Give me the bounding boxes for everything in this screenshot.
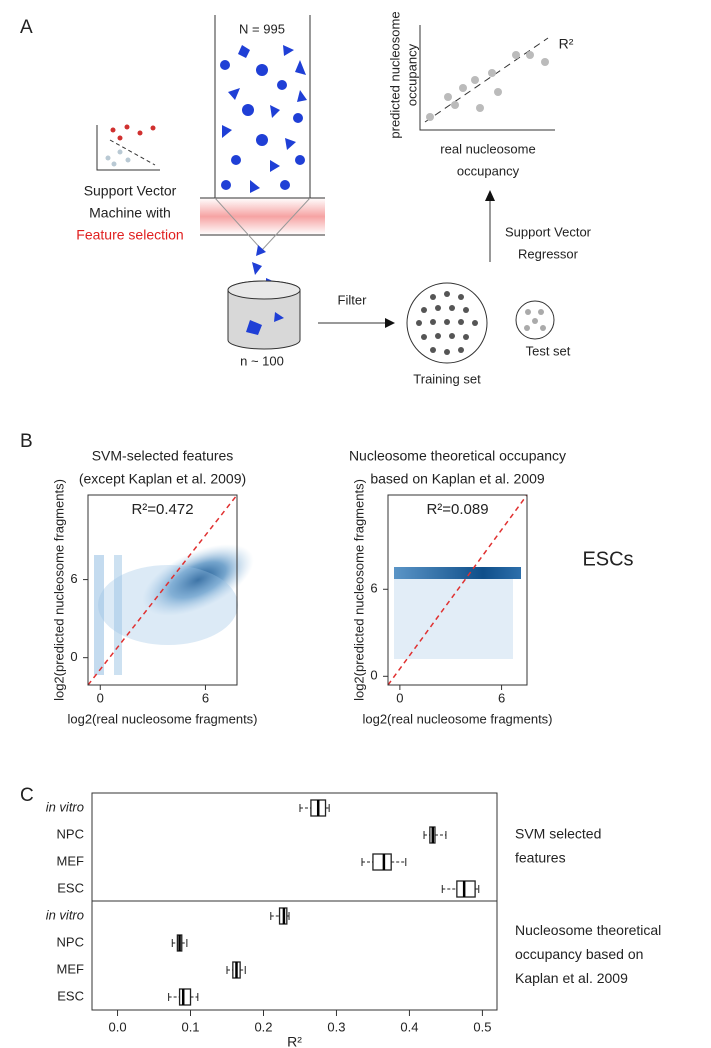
label: log2(real nucleosome fragments) — [67, 711, 257, 726]
label: SVM selected — [515, 826, 601, 842]
diagonal — [87, 494, 238, 686]
label: in vitro — [46, 799, 84, 814]
label: Machine with — [89, 205, 171, 221]
label: 6 — [498, 690, 505, 705]
label: ESC — [57, 880, 84, 895]
box — [456, 880, 476, 898]
label: Filter — [338, 292, 368, 307]
label: log2(predicted nucleosome fragments) — [51, 479, 66, 701]
label: Support Vector — [505, 224, 592, 239]
label: occupancy — [457, 163, 520, 178]
label: occupancy based on — [515, 946, 643, 962]
diagonal — [387, 494, 528, 686]
density — [394, 567, 521, 579]
label: 0 — [370, 668, 377, 683]
label: C — [20, 785, 34, 806]
label: 6 — [370, 581, 377, 596]
label: 0 — [97, 690, 104, 705]
density — [142, 544, 254, 616]
label: Test set — [526, 343, 571, 358]
label: NPC — [57, 826, 84, 841]
label: R² — [287, 1034, 302, 1048]
box — [178, 988, 192, 1006]
label: MEF — [57, 961, 85, 976]
label: ESC — [57, 988, 84, 1003]
label: 0 — [70, 649, 77, 664]
label: features — [515, 850, 566, 866]
label: n ~ 100 — [240, 353, 284, 368]
plot-frame — [387, 494, 528, 686]
label: Support Vector — [84, 183, 177, 199]
label: SVM-selected features — [92, 448, 234, 464]
density — [394, 579, 513, 659]
label: Nucleosome theoretical — [515, 922, 661, 938]
label: Nucleosome theoretical occupancy — [349, 448, 566, 464]
panel-a-art — [96, 15, 555, 364]
density — [94, 555, 104, 675]
label: ESCs — [582, 548, 633, 570]
label: MEF — [57, 853, 85, 868]
label: N = 995 — [239, 21, 285, 36]
label: Training set — [413, 371, 481, 386]
label: occupancy — [404, 43, 419, 106]
label: predicted nucleosome — [387, 11, 402, 138]
label: Regressor — [518, 246, 579, 261]
label: 0.3 — [327, 1019, 345, 1034]
label: 0.2 — [254, 1019, 272, 1034]
label: 0.5 — [473, 1019, 491, 1034]
label: 0.0 — [109, 1019, 127, 1034]
label: (except Kaplan et al. 2009) — [79, 471, 246, 487]
label: log2(predicted nucleosome fragments) — [351, 479, 366, 701]
label: Feature selection — [76, 227, 183, 243]
label: 0.4 — [400, 1019, 418, 1034]
label: A — [20, 17, 33, 38]
label: log2(real nucleosome fragments) — [362, 711, 552, 726]
label: 0 — [396, 690, 403, 705]
label: 6 — [202, 690, 209, 705]
label: R²=0.089 — [426, 501, 488, 518]
plot-frame — [87, 494, 238, 686]
label: 6 — [70, 571, 77, 586]
density — [114, 555, 122, 675]
label: Kaplan et al. 2009 — [515, 970, 628, 986]
label: 0.1 — [181, 1019, 199, 1034]
label: in vitro — [46, 907, 84, 922]
density — [98, 565, 238, 645]
label: R²=0.472 — [131, 501, 193, 518]
label: NPC — [57, 934, 84, 949]
label: real nucleosome — [440, 141, 535, 156]
label: B — [20, 431, 33, 452]
label: R² — [559, 36, 574, 52]
box — [372, 853, 392, 871]
label: based on Kaplan et al. 2009 — [370, 471, 545, 487]
